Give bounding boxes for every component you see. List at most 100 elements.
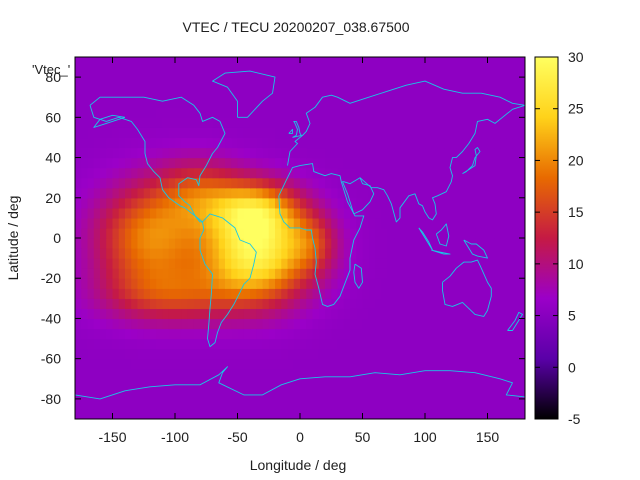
- heat-cell: [487, 398, 495, 410]
- heat-cell: [375, 258, 382, 269]
- heat-cell: [231, 308, 239, 320]
- heat-cell: [312, 57, 320, 68]
- heat-cell: [225, 378, 232, 390]
- heat-cell: [443, 67, 451, 78]
- heat-cell: [325, 238, 332, 249]
- heat-cell: [325, 177, 332, 189]
- heat-cell: [425, 268, 432, 279]
- heat-cell: [287, 217, 295, 229]
- heat-cell: [100, 268, 107, 279]
- heat-cell: [275, 177, 282, 189]
- heat-cell: [237, 238, 245, 249]
- heat-cell: [162, 258, 170, 269]
- heat-cell: [87, 227, 95, 239]
- heat-cell: [150, 378, 157, 390]
- heat-cell: [462, 298, 470, 309]
- heat-cell: [75, 368, 82, 380]
- heat-cell: [306, 217, 314, 229]
- x-tick-label: -150: [98, 429, 126, 445]
- heat-cell: [356, 57, 364, 68]
- heat-cell: [87, 187, 95, 199]
- heat-cell: [300, 328, 307, 340]
- heat-cell: [81, 308, 89, 320]
- heat-cell: [425, 117, 432, 128]
- heat-cell: [187, 167, 195, 179]
- heat-cell: [425, 87, 432, 98]
- heat-cell: [412, 97, 420, 108]
- heat-cell: [150, 107, 157, 118]
- heat-cell: [475, 308, 482, 320]
- heat-cell: [300, 298, 307, 309]
- heat-cell: [218, 238, 226, 249]
- heat-cell: [268, 258, 276, 269]
- heat-cell: [100, 227, 107, 239]
- heat-cell: [368, 187, 376, 199]
- heat-cell: [162, 97, 170, 108]
- x-axis-ticks: -150 -100 -50 0 50 100 150: [98, 57, 499, 445]
- heat-cell: [500, 177, 507, 189]
- heat-cell: [218, 298, 226, 309]
- heat-cell: [225, 147, 232, 159]
- heat-cell: [518, 318, 525, 330]
- heat-cell: [262, 137, 270, 149]
- heat-cell: [450, 187, 457, 199]
- heat-cell: [262, 227, 270, 239]
- heat-cell: [125, 97, 132, 108]
- heat-cell: [343, 358, 351, 370]
- heat-cell: [462, 258, 470, 269]
- heat-cell: [187, 217, 195, 229]
- heat-cell: [375, 187, 382, 199]
- heat-cell: [143, 97, 151, 108]
- heat-cell: [231, 288, 239, 299]
- heat-cell: [275, 398, 282, 410]
- heat-cell: [512, 238, 520, 249]
- heat-cell: [450, 157, 457, 169]
- heat-cell: [81, 147, 89, 159]
- heat-cell: [112, 318, 120, 330]
- heat-cell: [81, 248, 89, 259]
- heat-cell: [425, 388, 432, 400]
- heat-cell: [181, 207, 189, 219]
- heat-cell: [275, 358, 282, 370]
- heat-cell: [443, 127, 451, 139]
- heat-cell: [118, 278, 126, 289]
- heat-cell: [362, 288, 370, 299]
- heat-cell: [212, 107, 220, 118]
- heat-cell: [468, 167, 476, 179]
- heat-cell: [218, 358, 226, 370]
- heat-cell: [106, 318, 114, 330]
- heat-cell: [462, 248, 470, 259]
- heat-cell: [181, 398, 189, 410]
- heat-cell: [450, 67, 457, 78]
- heat-cell: [293, 107, 301, 118]
- heat-cell: [131, 288, 139, 299]
- heat-cell: [375, 358, 382, 370]
- heat-cell: [93, 348, 101, 360]
- heat-cell: [75, 318, 82, 330]
- heat-cell: [431, 308, 439, 320]
- heat-cell: [437, 227, 445, 239]
- heat-cell: [468, 328, 476, 340]
- heat-cell: [300, 107, 307, 118]
- heat-cell: [306, 338, 314, 350]
- heat-cell: [481, 238, 489, 249]
- heat-cell: [256, 197, 264, 209]
- heat-cell: [168, 217, 176, 229]
- series-legend-label: 'Vtec_': [32, 62, 70, 77]
- heat-cell: [350, 248, 357, 259]
- heat-cell: [218, 308, 226, 320]
- heat-cell: [506, 207, 514, 219]
- coastline: [507, 311, 523, 331]
- heat-cell: [487, 147, 495, 159]
- heat-cell: [87, 207, 95, 219]
- heat-cell: [156, 167, 164, 179]
- heat-cell: [106, 227, 114, 239]
- heat-cell: [162, 288, 170, 299]
- heat-cell: [487, 278, 495, 289]
- heat-cell: [368, 177, 376, 189]
- heat-cell: [87, 197, 95, 209]
- heat-cell: [237, 348, 245, 360]
- heat-cell: [225, 278, 232, 289]
- heat-cell: [150, 278, 157, 289]
- heat-cell: [462, 398, 470, 410]
